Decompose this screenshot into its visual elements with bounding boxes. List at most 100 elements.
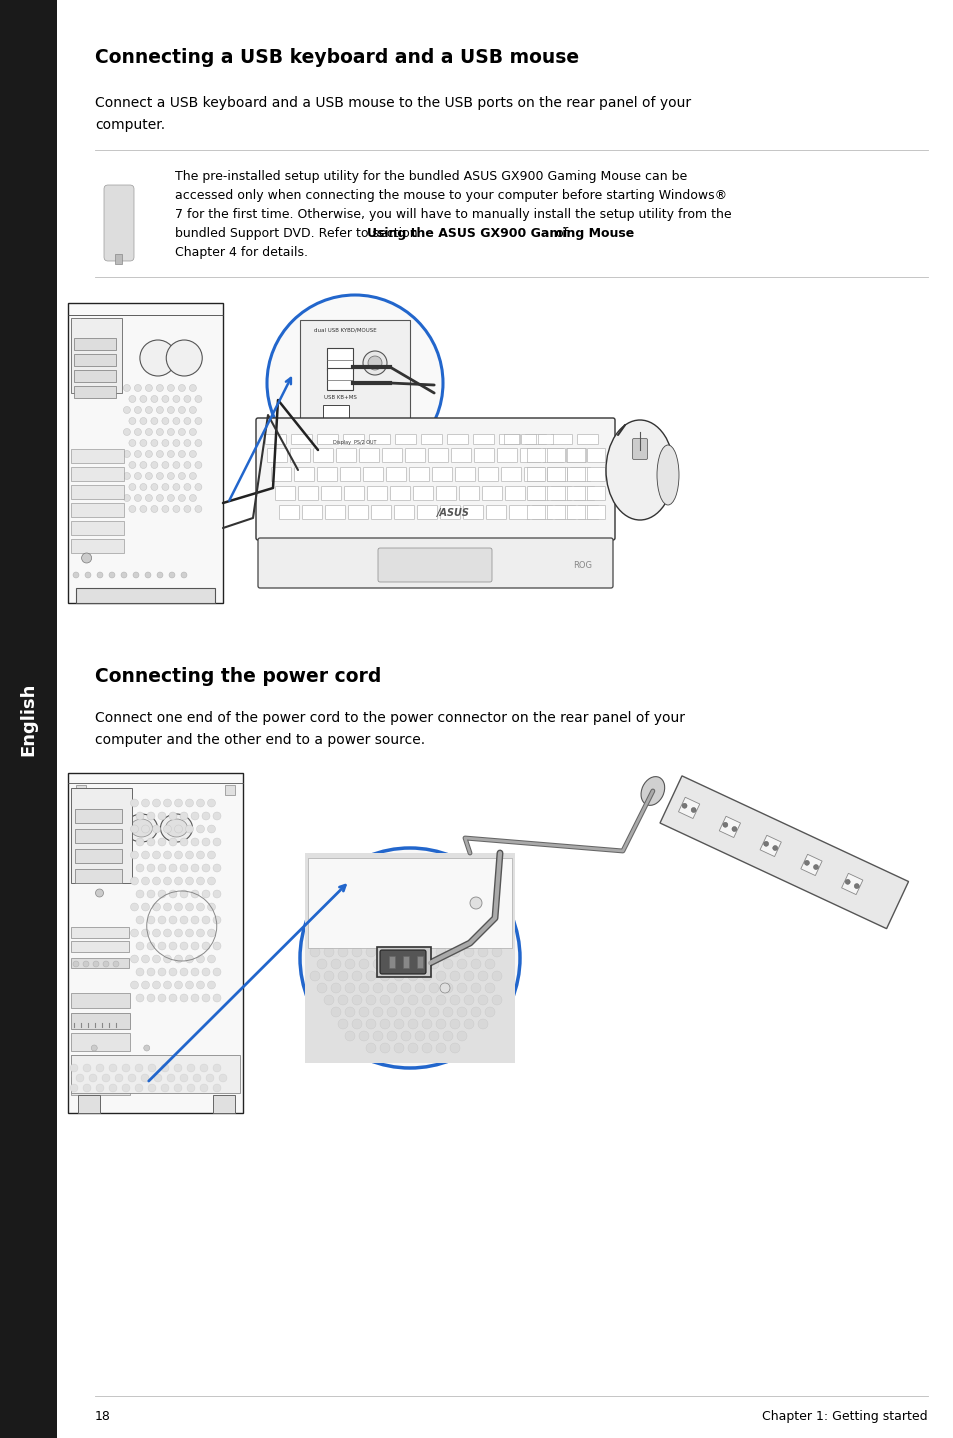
Circle shape [136,812,144,820]
Circle shape [366,971,375,981]
Circle shape [194,440,202,447]
Circle shape [163,800,172,807]
FancyBboxPatch shape [115,255,122,265]
Circle shape [358,935,369,945]
FancyBboxPatch shape [455,467,475,482]
FancyBboxPatch shape [78,1094,100,1113]
FancyBboxPatch shape [71,467,124,480]
FancyBboxPatch shape [275,486,295,500]
Circle shape [158,968,166,976]
Circle shape [196,929,204,938]
FancyBboxPatch shape [421,434,442,444]
FancyBboxPatch shape [71,318,122,393]
Circle shape [844,880,849,884]
Circle shape [147,968,154,976]
Circle shape [178,473,185,479]
Text: Connect one end of the power cord to the power connector on the rear panel of yo: Connect one end of the power cord to the… [95,710,684,725]
FancyBboxPatch shape [104,186,133,262]
Circle shape [131,851,138,858]
Circle shape [97,572,103,578]
Circle shape [152,851,160,858]
Circle shape [147,994,154,1002]
Circle shape [366,923,375,933]
Circle shape [145,495,152,502]
Circle shape [196,851,204,858]
FancyBboxPatch shape [71,503,124,518]
FancyBboxPatch shape [359,449,379,463]
FancyBboxPatch shape [587,486,605,500]
FancyBboxPatch shape [75,810,122,823]
Circle shape [136,890,144,897]
Circle shape [394,1020,403,1030]
FancyBboxPatch shape [71,788,132,883]
Circle shape [178,407,185,414]
Ellipse shape [126,814,157,843]
Circle shape [169,864,177,871]
Circle shape [345,912,355,920]
Circle shape [194,395,202,403]
Circle shape [191,890,199,897]
FancyBboxPatch shape [537,434,553,444]
Circle shape [172,462,180,469]
Circle shape [436,995,446,1005]
Text: of: of [551,227,567,240]
Circle shape [167,407,174,414]
Text: 18: 18 [95,1411,111,1424]
Circle shape [208,929,215,938]
Circle shape [145,429,152,436]
FancyBboxPatch shape [587,506,605,519]
Circle shape [141,825,150,833]
Circle shape [442,912,453,920]
Circle shape [109,1084,117,1091]
Circle shape [379,995,390,1005]
Circle shape [337,923,348,933]
Circle shape [190,384,196,391]
FancyBboxPatch shape [547,467,567,482]
Circle shape [162,462,169,469]
Circle shape [331,984,340,994]
Circle shape [178,384,185,391]
Circle shape [167,1074,174,1081]
Text: Using the ASUS GX900 Gaming Mouse: Using the ASUS GX900 Gaming Mouse [367,227,634,240]
Circle shape [208,825,215,833]
Circle shape [194,506,202,512]
Circle shape [387,935,396,945]
Circle shape [415,887,424,897]
Circle shape [134,450,141,457]
Circle shape [722,823,727,827]
Circle shape [140,395,147,403]
Circle shape [134,473,141,479]
Circle shape [151,440,158,447]
FancyBboxPatch shape [257,538,613,588]
FancyBboxPatch shape [75,869,122,883]
Circle shape [477,971,488,981]
Circle shape [196,825,204,833]
Circle shape [181,572,187,578]
Circle shape [158,994,166,1002]
Circle shape [190,407,196,414]
Circle shape [470,897,481,909]
Text: computer.: computer. [95,118,165,132]
Circle shape [366,899,375,909]
Circle shape [436,874,446,884]
Circle shape [463,971,474,981]
Circle shape [681,804,686,808]
Circle shape [185,800,193,807]
Circle shape [331,959,340,969]
Circle shape [477,995,488,1005]
Circle shape [373,912,382,920]
FancyBboxPatch shape [520,449,540,463]
Circle shape [131,825,138,833]
Circle shape [345,984,355,994]
Circle shape [202,838,210,846]
Circle shape [387,887,396,897]
FancyBboxPatch shape [587,467,605,482]
FancyBboxPatch shape [343,434,364,444]
Circle shape [421,971,432,981]
Circle shape [415,984,424,994]
Circle shape [167,450,174,457]
Circle shape [394,948,403,958]
FancyBboxPatch shape [527,449,545,463]
FancyBboxPatch shape [567,467,585,482]
Circle shape [180,838,188,846]
